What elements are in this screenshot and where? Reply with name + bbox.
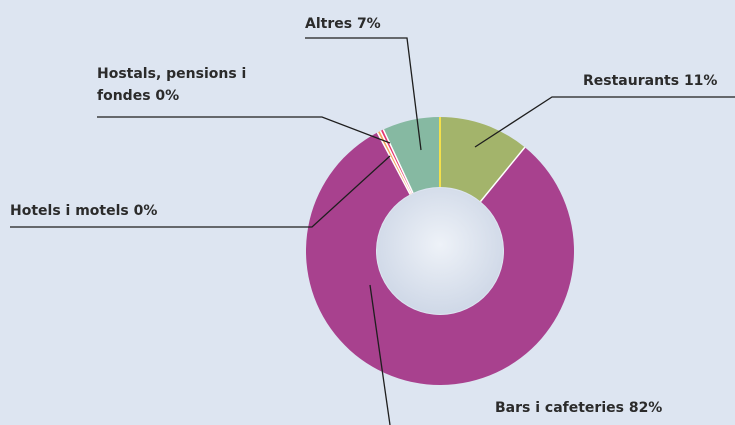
donut-slice [377,131,412,195]
category-name: Bars i cafeteries [495,400,624,416]
leader-line [369,284,391,425]
leader-line [10,155,391,228]
slice-label: Altres 7% [305,13,381,35]
leader-line [305,37,422,151]
slice-label: Hotels i motels 0% [10,200,157,222]
donut-slice [380,129,413,194]
donut-hole [377,188,503,314]
value-label: 82% [628,400,663,416]
value-label: 0% [133,203,158,219]
category-name: Hostals, pensions i fondes [97,66,247,104]
slice-label: Hostals, pensions i fondes 0% [97,63,277,107]
slice-label: Restaurants 11% [583,70,717,92]
leader-line [474,96,735,148]
slice-separator [479,146,526,202]
donut-slice [383,117,440,193]
value-label: 0% [155,88,180,104]
category-name: Hotels i motels [10,203,129,219]
category-name: Altres [305,16,353,32]
slice-separator [376,132,411,195]
donut-slice [305,132,574,386]
value-label: 7% [356,16,381,32]
value-label: 11% [683,73,718,89]
donut-slice [440,117,525,202]
slice-separator [382,129,414,194]
category-name: Restaurants [583,73,680,89]
slice-label: Bars i cafeteries 82% [495,397,662,419]
leader-line [97,116,391,144]
